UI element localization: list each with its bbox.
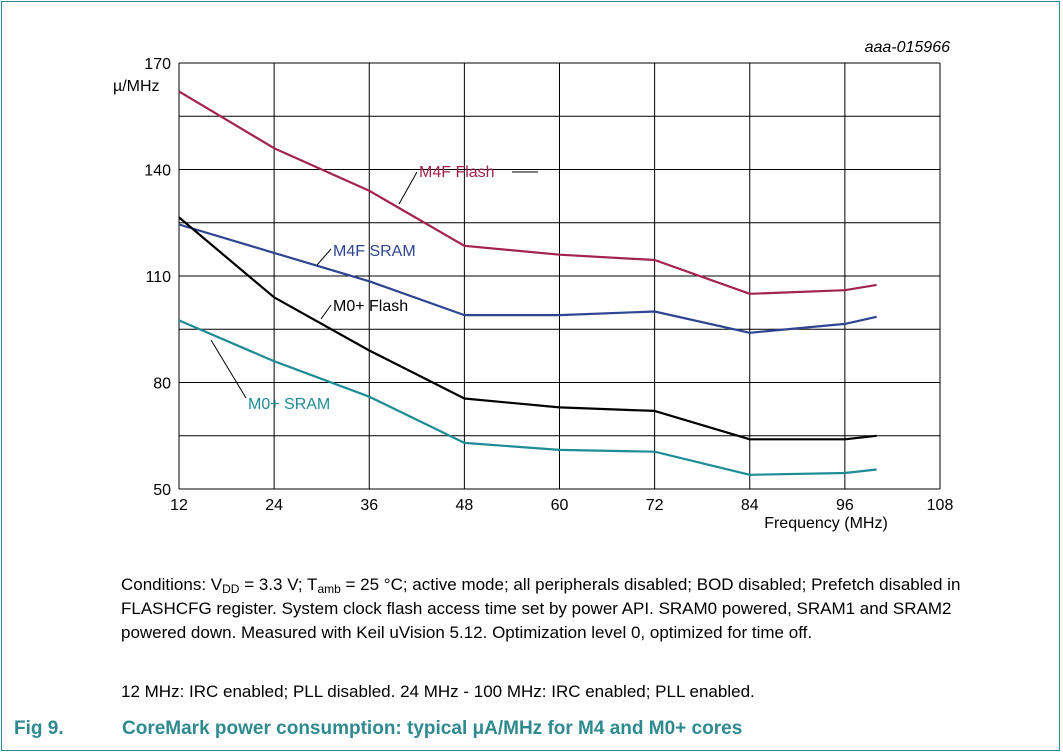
clock-note: 12 MHz: IRC enabled; PLL disabled. 24 MH…: [121, 682, 755, 701]
vdd-subscript: DD: [222, 582, 240, 596]
y-tick-label: 170: [144, 56, 171, 73]
vdd-value: = 3.3 V; T: [239, 575, 318, 594]
chart-grid: [178, 62, 941, 490]
annotation-leader: [316, 248, 332, 266]
conditions-rest: = 25 °C; active mode; all peripherals di…: [121, 575, 961, 642]
annotation-leader: [320, 304, 332, 320]
line-chart: 12 24 36 48 60 72 84 96 108 50 80 110 140 170 M4F Flas…: [113, 39, 953, 532]
conditions-note: Conditions: VDD = 3.3 V; Tamb = 25 °C; a…: [121, 573, 1021, 645]
x-axis-label: Frequency (MHz): [764, 515, 888, 532]
series-line: [178, 319, 877, 476]
series-line: [178, 90, 877, 295]
y-tick-label: 80: [153, 376, 171, 393]
annotation-leader: [398, 171, 418, 205]
series-annotation: M4F Flash: [419, 164, 495, 181]
figure-title: CoreMark power consumption: typical μA/M…: [122, 718, 743, 739]
x-tick-label: 12: [170, 497, 188, 514]
tamb-subscript: amb: [317, 582, 341, 596]
chart-labels: 12 24 36 48 60 72 84 96 108 50 80 110 140 170 M4F Flas…: [144, 56, 953, 514]
x-tick-label: 60: [551, 497, 569, 514]
chart-series: [178, 90, 877, 476]
x-tick-label: 96: [836, 497, 854, 514]
y-tick-label: 110: [145, 269, 171, 286]
series-annotation: M4F SRAM: [333, 243, 416, 260]
y-tick-label: 50: [153, 482, 171, 499]
y-tick-label: 140: [144, 163, 171, 180]
x-tick-label: 72: [646, 497, 664, 514]
x-tick-label: 48: [455, 497, 473, 514]
x-tick-label: 36: [360, 497, 378, 514]
x-tick-label: 108: [927, 497, 954, 514]
document-code: aaa-015966: [865, 39, 951, 56]
series-line: [178, 216, 877, 441]
series-line: [178, 223, 877, 334]
annotation-leader: [210, 339, 247, 399]
x-tick-label: 24: [265, 497, 283, 514]
series-annotation: M0+ Flash: [333, 298, 408, 315]
conditions-prefix: Conditions: V: [121, 575, 223, 594]
y-axis-label: µ/MHz: [113, 78, 160, 95]
figure-label: Fig 9.: [14, 718, 64, 739]
x-tick-label: 84: [741, 497, 759, 514]
series-annotation: M0+ SRAM: [248, 396, 330, 413]
